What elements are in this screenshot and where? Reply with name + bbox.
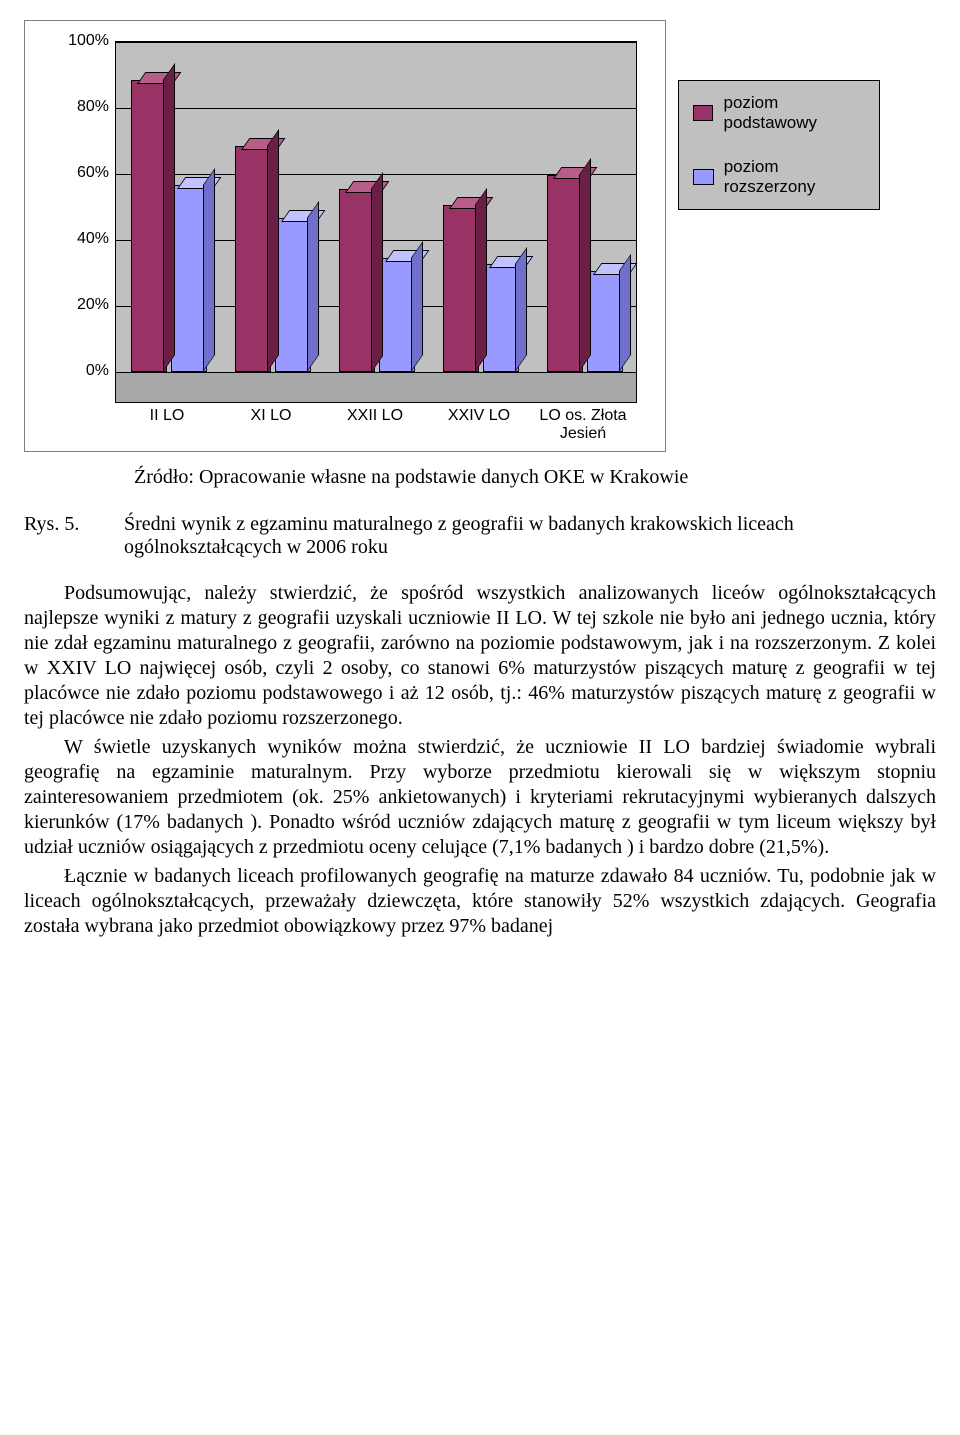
bar xyxy=(379,260,413,372)
grid-line xyxy=(116,372,636,373)
bar xyxy=(275,220,309,372)
figure-title: Średni wynik z egzaminu maturalnego z ge… xyxy=(124,513,936,559)
legend-item: poziom podstawowy xyxy=(679,81,879,145)
bar xyxy=(483,266,517,372)
legend-swatch xyxy=(693,105,713,121)
y-tick-label: 60% xyxy=(49,164,109,182)
x-tick-label: LO os. Złota Jesień xyxy=(538,407,628,443)
plot-floor xyxy=(116,372,636,402)
grid-line xyxy=(116,108,636,109)
x-tick-label: XXII LO xyxy=(330,407,420,425)
x-tick-label: XI LO xyxy=(226,407,316,425)
bar xyxy=(587,273,621,372)
y-tick-label: 20% xyxy=(49,296,109,314)
bar xyxy=(235,148,269,372)
figure-number: Rys. 5. xyxy=(24,513,124,559)
x-tick-label: XXIV LO xyxy=(434,407,524,425)
paragraph: Łącznie w badanych liceach profilowanych… xyxy=(24,864,936,939)
y-tick-label: 0% xyxy=(49,362,109,380)
paragraph: W świetle uzyskanych wyników można stwie… xyxy=(24,735,936,860)
bar xyxy=(131,82,165,372)
bar xyxy=(171,187,205,372)
legend-swatch xyxy=(693,169,714,185)
legend-label: poziom rozszerzony xyxy=(724,157,865,197)
paragraph: Podsumowując, należy stwierdzić, że spoś… xyxy=(24,581,936,731)
bar xyxy=(339,191,373,373)
legend-item: poziom rozszerzony xyxy=(679,145,879,209)
grid-line xyxy=(116,42,636,43)
chart-source: Źródło: Opracowanie własne na podstawie … xyxy=(134,466,936,489)
bar xyxy=(443,207,477,372)
figure-caption: Rys. 5. Średni wynik z egzaminu maturaln… xyxy=(24,513,936,559)
y-tick-label: 100% xyxy=(49,32,109,50)
plot-area xyxy=(115,41,637,403)
bar-chart: 0% 20% 40% 60% 80% 100% II LO XI LO XXII LO XXIV … xyxy=(24,20,666,452)
chart-legend: poziom podstawowy poziom rozszerzony xyxy=(678,80,880,210)
y-tick-label: 40% xyxy=(49,230,109,248)
bar xyxy=(547,177,581,372)
legend-label: poziom podstawowy xyxy=(723,93,865,133)
x-tick-label: II LO xyxy=(122,407,212,425)
chart-row: 0% 20% 40% 60% 80% 100% II LO XI LO XXII LO XXIV … xyxy=(24,20,936,452)
y-tick-label: 80% xyxy=(49,98,109,116)
